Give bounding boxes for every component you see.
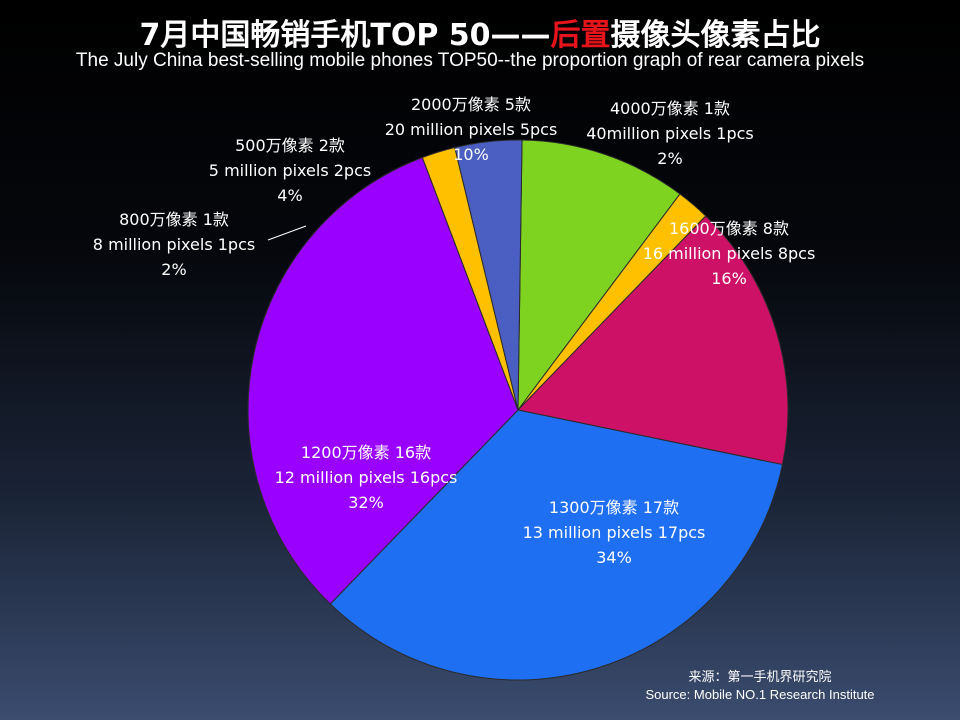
label-4000-en: 40million pixels 1pcs: [586, 124, 754, 143]
chart-title-zh: 7月中国畅销手机TOP 50——后置摄像头像素占比: [0, 10, 960, 54]
title-part-1: 7月中国畅销手机TOP 50——: [139, 18, 551, 53]
slice-s2000: [517, 139, 681, 412]
label-1200-zh: 1200万像素 16款: [300, 443, 432, 462]
label-800-zh: 800万像素 1款: [119, 210, 229, 229]
slice-s1600: [517, 215, 789, 466]
chart-title-en: The July China best-selling mobile phone…: [75, 50, 865, 71]
label-2000-en: 20 million pixels 5pcs: [384, 120, 558, 139]
title-highlight: 后置: [550, 18, 611, 53]
source-note: 来源：第一手机界研究院 Source: Mobile NO.1 Research…: [600, 668, 920, 704]
label-1600-zh: 1600万像素 8款: [669, 219, 789, 238]
label-500-en: 5 million pixels 2pcs: [208, 161, 372, 180]
label-1600-en: 16 million pixels 8pcs: [642, 244, 816, 263]
label-500: 500万像素 2款 5 million pixels 2pcs 4%: [202, 133, 378, 208]
label-800-en: 8 million pixels 1pcs: [92, 235, 256, 254]
label-2000-pct: 10%: [453, 145, 489, 164]
label-1300-zh: 1300万像素 17款: [548, 498, 680, 517]
pie-slices: [247, 139, 789, 681]
label-4000: 4000万像素 1款 40million pixels 1pcs 2%: [580, 96, 760, 171]
label-1200: 1200万像素 16款 12 million pixels 16pcs 32%: [268, 440, 464, 515]
source-zh: 来源：第一手机界研究院: [688, 669, 832, 684]
label-1300-pct: 34%: [596, 548, 632, 567]
label-500-pct: 4%: [277, 186, 303, 205]
label-1600: 1600万像素 8款 16 million pixels 8pcs 16%: [636, 216, 822, 291]
label-2000-zh: 2000万像素 5款: [411, 95, 531, 114]
slice-s1200: [247, 156, 519, 605]
label-1200-pct: 32%: [348, 493, 384, 512]
label-2000: 2000万像素 5款 20 million pixels 5pcs 10%: [380, 92, 562, 167]
label-500-zh: 500万像素 2款: [235, 136, 345, 155]
label-1200-en: 12 million pixels 16pcs: [274, 468, 458, 487]
slice-s500: [454, 139, 523, 411]
source-en: Source: Mobile NO.1 Research Institute: [645, 687, 875, 702]
title-part-3: 摄像头像素占比: [610, 18, 821, 53]
label-800: 800万像素 1款 8 million pixels 1pcs 2%: [86, 207, 262, 282]
label-4000-pct: 2%: [657, 149, 683, 168]
label-1300-en: 13 million pixels 17pcs: [522, 523, 706, 542]
slice-s1300: [329, 409, 784, 681]
leader-line-800: [267, 225, 307, 241]
label-1600-pct: 16%: [711, 269, 747, 288]
label-4000-zh: 4000万像素 1款: [610, 99, 730, 118]
label-1300: 1300万像素 17款 13 million pixels 17pcs 34%: [516, 495, 712, 570]
label-800-pct: 2%: [161, 260, 187, 279]
